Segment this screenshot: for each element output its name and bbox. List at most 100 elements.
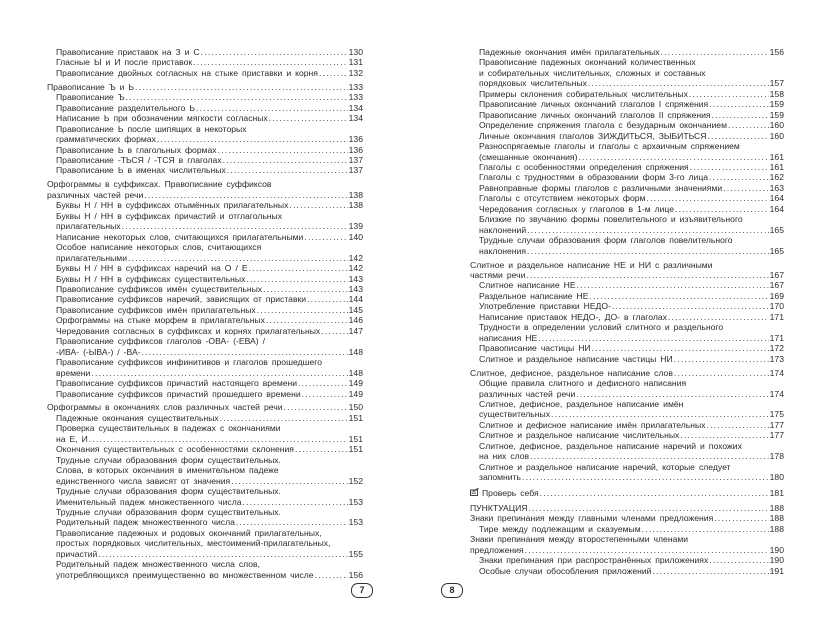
toc-entry-title: Общие правила слитного и дефисного напис… [479, 378, 687, 389]
toc-entry[interactable]: Чередования согласных в суффиксах и корн… [47, 326, 363, 336]
toc-entry[interactable]: Буквы Н / НН в суффиксах существительных… [47, 274, 363, 284]
toc-entry[interactable]: Слитное, дефисное, раздельное написание … [470, 368, 784, 378]
toc-entry-line: Правописание Ь в именах числительных....… [56, 165, 363, 175]
toc-entry[interactable]: Падежные окончания имён прилагательных..… [470, 47, 784, 57]
toc-entry[interactable]: Определение спряжения глагола с безударн… [470, 120, 784, 130]
toc-entry[interactable]: Буквы Н / НН в суффиксах отымённых прила… [47, 200, 363, 210]
toc-entry[interactable]: Правописание -ТЬСЯ / -ТСЯ в глаголах....… [47, 155, 363, 165]
toc-entry[interactable]: Раздельное написание НЕ.................… [470, 291, 784, 301]
toc-entry-title: Слитное и раздельное написание НЕ и НИ с… [470, 259, 713, 270]
toc-entry[interactable]: Правописание суффиксов инфинитивов и гла… [47, 357, 363, 378]
toc-entry[interactable]: Употребление приставки НЕДО-............… [470, 301, 784, 311]
toc-entry-title: Буквы Н / НН в суффиксах наречий на О / … [56, 263, 248, 274]
toc-entry-line: Глаголы с трудностями в образовании форм… [479, 172, 784, 182]
toc-entry[interactable]: Проверка существительных в падежах с око… [47, 423, 363, 444]
toc-entry-title: Глаголы с трудностями в образовании форм… [479, 172, 709, 183]
toc-entry[interactable]: Близкие по звучанию формы повелительного… [470, 214, 784, 235]
toc-entry[interactable]: Правописание суффиксов причастий настоящ… [47, 378, 363, 388]
toc-entry[interactable]: Слитное, дефисное, раздельное написание … [470, 399, 784, 420]
toc-entry[interactable]: Правописание падежных окончаний количест… [470, 57, 784, 88]
toc-entry[interactable]: Особое написание некоторых слов, считающ… [47, 242, 363, 263]
toc-entry[interactable]: Родительный падеж множественного числа с… [47, 559, 363, 580]
toc-entry[interactable]: Слитное, дефисное, раздельное написание … [470, 441, 784, 462]
toc-entry[interactable]: Трудные случаи образования форм существи… [47, 486, 363, 507]
toc-entry[interactable]: Правописание Ъ и Ь......................… [47, 82, 363, 92]
toc-entry[interactable]: Глаголы с трудностями в образовании форм… [470, 172, 784, 182]
toc-entry[interactable]: Трудные случаи образования форм существи… [47, 507, 363, 528]
toc-entry[interactable]: Правописание суффиксов причастий прошедш… [47, 389, 363, 399]
toc-entry[interactable]: Слитное написание НЕ....................… [470, 280, 784, 290]
toc-entry[interactable]: Правописание частицы НИ.................… [470, 343, 784, 353]
toc-entry[interactable]: Правописание личных окончаний глаголов I… [470, 110, 784, 120]
toc-entry[interactable]: Правописание личных окончаний глаголов I… [470, 99, 784, 109]
dot-leader: ........................................… [709, 99, 768, 110]
toc-entry[interactable]: Орфограммы на стыке морфем в прилагатель… [47, 315, 363, 325]
toc-entry[interactable]: Окончания существительных с особенностям… [47, 444, 363, 454]
toc-entry[interactable]: Написание Ь при обозначении мягкости сог… [47, 113, 363, 123]
toc-entry[interactable]: ПУНКТУАЦИЯ..............................… [470, 503, 784, 513]
toc-entry[interactable]: Трудности в определении условий слитного… [470, 322, 784, 343]
toc-entry[interactable]: Слитное и раздельное написание наречий, … [470, 462, 784, 483]
toc-entry[interactable]: Тире между подлежащим и сказуемым.......… [470, 524, 784, 534]
toc-entry[interactable]: Равноправные формы глаголов с различными… [470, 183, 784, 193]
toc-entry[interactable]: Написание приставок НЕДО-, ДО- в глагола… [470, 312, 784, 322]
dot-leader: ........................................… [283, 402, 348, 413]
toc-entry[interactable]: Глаголы с отсутствием некоторых форм....… [470, 193, 784, 203]
toc-page-number: 133 [348, 81, 363, 92]
toc-entry[interactable]: Личные окончания глаголов ЗИЖДИТЬСЯ, ЗЫБ… [470, 131, 784, 141]
toc-entry[interactable]: Общие правила слитного и дефисного напис… [470, 378, 784, 399]
dot-leader: ........................................… [539, 487, 769, 498]
toc-entry-line: Правописание суффиксов имён прилагательн… [56, 305, 363, 315]
dot-leader: ........................................… [578, 151, 769, 162]
toc-entry[interactable]: Правописание разделительного Ь..........… [47, 103, 363, 113]
toc-entry[interactable]: Трудные случаи образования форм существи… [47, 455, 363, 486]
toc-entry[interactable]: Правописание Ь в глагольных формах......… [47, 145, 363, 155]
toc-entry[interactable]: Правописание приставок на З и С.........… [47, 47, 363, 57]
toc-page-number: 151 [348, 412, 363, 423]
toc-entry[interactable]: Правописание суффиксов глаголов -ОВА- (-… [47, 336, 363, 357]
toc-page-number: 134 [348, 102, 363, 113]
toc-entry[interactable]: Гласные Ы и И после приставок...........… [47, 57, 363, 67]
toc-entry[interactable]: Знаки препинания между главными членами … [470, 513, 784, 523]
toc-entry[interactable]: Знаки препинания при распространённых пр… [470, 555, 784, 565]
toc-entry-title: Правописание суффиксов глаголов -ОВА- (-… [56, 336, 266, 347]
toc-entry[interactable]: Правописание Ь после шипящих в некоторых… [47, 124, 363, 145]
toc-entry[interactable]: Проверь себя............................… [470, 487, 784, 498]
toc-entry[interactable]: Знаки препинания между второстепенными ч… [470, 534, 784, 555]
toc-entry[interactable]: Падежные окончания существительных......… [47, 413, 363, 423]
toc-page-number: 165 [769, 224, 784, 235]
toc-entry-line: Гласные Ы и И после приставок...........… [56, 57, 363, 67]
toc-entry[interactable]: Примеры склонения собирательных числител… [470, 89, 784, 99]
toc-entry[interactable]: Буквы Н / НН в суффиксах наречий на О / … [47, 263, 363, 273]
toc-entry-line: Слитное написание НЕ....................… [479, 280, 784, 290]
toc-entry-title: Знаки препинания между второстепенными ч… [470, 534, 689, 545]
toc-entry[interactable]: Правописание суффиксов наречий, зависящи… [47, 294, 363, 304]
dot-leader: ........................................… [591, 343, 769, 354]
toc-entry[interactable]: Орфограммы в окончаниях слов различных ч… [47, 402, 363, 412]
toc-entry[interactable]: Особые случаи обособления приложений....… [470, 566, 784, 576]
toc-entry[interactable]: Разноспрягаемые глаголы и глаголы с арха… [470, 141, 784, 162]
toc-entry[interactable]: Правописание Ь в именах числительных....… [47, 165, 363, 175]
toc-entry[interactable]: Слитное и дефисное написание имён прилаг… [470, 420, 784, 430]
toc-entry[interactable]: Правописание Ъ..........................… [47, 92, 363, 102]
toc-entry[interactable]: Правописание двойных согласных на стыке … [47, 68, 363, 78]
toc-entry[interactable]: Орфограммы в суффиксах. Правописание суф… [47, 179, 363, 200]
toc-entry[interactable]: Слитное и раздельное написание числитель… [470, 430, 784, 440]
toc-entry-line: Трудные случаи образования форм существи… [56, 507, 363, 517]
toc-entry-title: Родительный падеж множественного числа [56, 517, 235, 528]
toc-entry[interactable]: Слитное и раздельное написание НЕ и НИ с… [470, 260, 784, 281]
toc-entry[interactable]: Правописание суффиксов имён прилагательн… [47, 305, 363, 315]
toc-entry[interactable]: Правописание суффиксов имён существитель… [47, 284, 363, 294]
toc-entry[interactable]: Правописание падежных и родовых окончани… [47, 528, 363, 559]
toc-page-number: 142 [348, 263, 363, 274]
toc-entry[interactable]: Написание некоторых слов, считающихся пр… [47, 232, 363, 242]
dot-leader: ........................................… [709, 172, 769, 183]
dot-leader: ........................................… [611, 301, 769, 312]
toc-entry[interactable]: Чередования согласных у глаголов в 1-м л… [470, 204, 784, 214]
toc-entry[interactable]: Буквы Н / НН в суффиксах причастий и отг… [47, 211, 363, 232]
toc-entry[interactable]: Трудные случаи образования форм глаголов… [470, 235, 784, 256]
toc-entry[interactable]: Глаголы с особенностями определения спря… [470, 162, 784, 172]
toc-page-number: 164 [769, 203, 784, 214]
toc-entry[interactable]: Слитное и раздельное написание частицы Н… [470, 354, 784, 364]
toc-page-number: 177 [769, 430, 784, 441]
